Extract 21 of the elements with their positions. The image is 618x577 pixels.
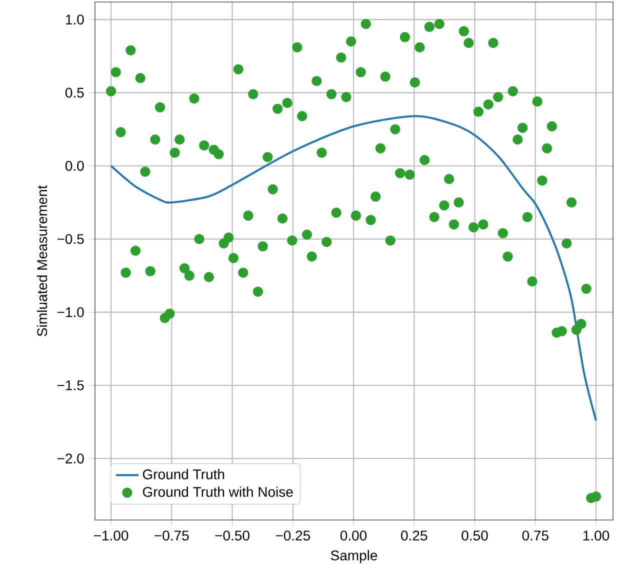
y-tick-label: 0.0 <box>65 160 84 171</box>
legend-label: Ground Truth <box>142 469 224 480</box>
x-tick-label: 0.00 <box>340 530 367 541</box>
y-tick-label: 0.5 <box>65 88 84 98</box>
x-tick-label: −0.50 <box>215 530 250 541</box>
y-axis-title: Simluated Measurement <box>36 185 48 336</box>
x-axis-title: Sample <box>330 550 378 564</box>
x-tick-label: −0.25 <box>276 530 310 541</box>
y-tick-label: −0.5 <box>57 234 84 244</box>
x-tick-label: 0.50 <box>462 530 488 541</box>
x-tick-label: 0.75 <box>522 530 548 541</box>
y-tick-label: −1.0 <box>57 307 84 318</box>
x-tick-label: 0.25 <box>401 530 428 541</box>
x-tick-label: 1.00 <box>583 530 610 541</box>
y-tick-label: 1.0 <box>66 14 84 25</box>
y-tick-label: −1.5 <box>57 380 84 390</box>
x-tick-label: −1.00 <box>94 530 128 541</box>
x-tick-label: −0.75 <box>154 530 189 541</box>
line-series <box>110 115 598 422</box>
y-tick-label: −2.0 <box>57 454 84 464</box>
legend-label: Ground Truth with Noise <box>142 486 293 497</box>
